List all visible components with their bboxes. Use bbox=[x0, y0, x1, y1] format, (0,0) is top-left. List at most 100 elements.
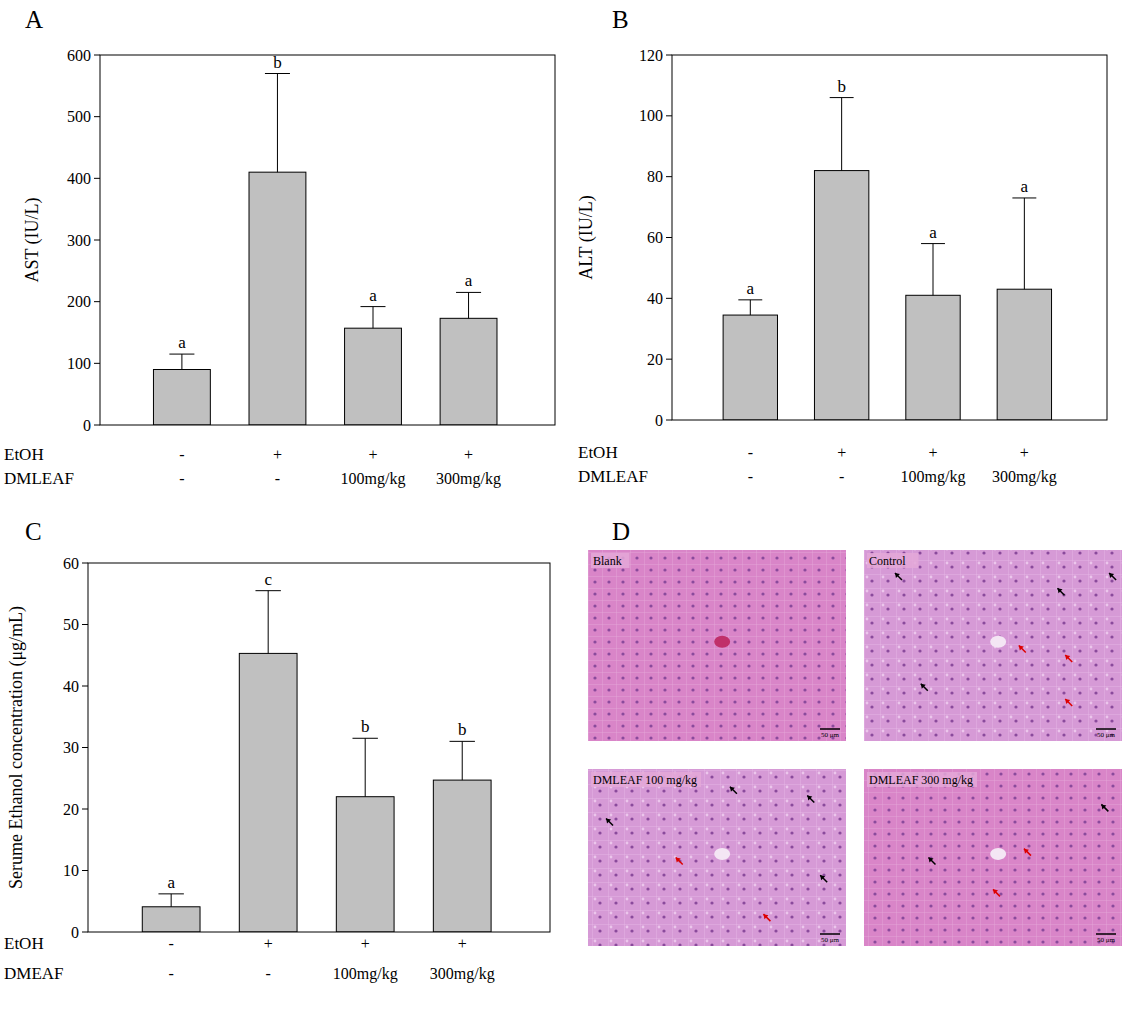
error-line bbox=[462, 741, 463, 780]
error-line bbox=[1024, 198, 1025, 289]
error-cap bbox=[265, 73, 290, 74]
error-bar bbox=[456, 292, 481, 318]
marks bbox=[153, 74, 497, 426]
arrow-head bbox=[1058, 588, 1063, 593]
bar bbox=[336, 797, 394, 932]
arrow-head bbox=[1109, 573, 1114, 578]
image-label: Control bbox=[869, 554, 906, 568]
arrow-shaft bbox=[1065, 655, 1072, 662]
y-tick-label: 40 bbox=[63, 678, 79, 695]
frame bbox=[672, 55, 1107, 420]
error-cap bbox=[738, 299, 762, 300]
error-cap bbox=[255, 590, 280, 591]
arrow-shaft bbox=[606, 819, 613, 826]
error-cap bbox=[169, 354, 194, 355]
y-tick-label: 0 bbox=[655, 412, 663, 429]
arrow-shaft bbox=[763, 914, 770, 921]
significance-letter: c bbox=[264, 570, 272, 589]
error-bar bbox=[738, 300, 762, 315]
bar bbox=[723, 315, 777, 420]
category-label: - bbox=[168, 935, 173, 952]
bar bbox=[153, 370, 210, 426]
arrow-head bbox=[606, 819, 611, 824]
tissue bbox=[864, 769, 1122, 946]
y-tick bbox=[82, 624, 88, 625]
significance-letter: a bbox=[747, 279, 755, 298]
category-label: - bbox=[266, 965, 271, 982]
y-tick bbox=[94, 240, 100, 241]
error-cap bbox=[921, 243, 945, 244]
scale-bar-label: 50 μm bbox=[1097, 936, 1116, 944]
category-label: 100mg/kg bbox=[341, 470, 406, 488]
bar bbox=[345, 328, 402, 425]
label-bg bbox=[591, 772, 701, 787]
y-tick bbox=[666, 420, 672, 421]
row-label: DMEAF bbox=[4, 964, 64, 983]
histology-image: DMLEAF 300 mg/kg 50 μm bbox=[864, 769, 1122, 946]
vessel bbox=[990, 636, 1006, 648]
y-tick bbox=[666, 359, 672, 360]
error-cap bbox=[450, 741, 475, 742]
arrow-shaft bbox=[1019, 646, 1026, 653]
error-line bbox=[373, 307, 374, 329]
significance-letter: a bbox=[369, 286, 377, 305]
y-axis-title: ALT (IU/L) bbox=[576, 195, 597, 280]
image-label: Blank bbox=[593, 554, 622, 568]
frame bbox=[88, 563, 550, 932]
panel-letter: B bbox=[612, 6, 629, 33]
frame bbox=[100, 55, 555, 425]
scale-bar-label: 50 μm bbox=[821, 731, 840, 739]
vessel bbox=[714, 636, 730, 648]
arrow-head bbox=[730, 787, 735, 792]
bar bbox=[433, 780, 491, 932]
chart-panel: Babaa020406080100120ALT (IU/L)EtOH-+++DM… bbox=[576, 6, 1107, 486]
image-label: DMLEAF 300 mg/kg bbox=[869, 773, 973, 787]
category-label: 100mg/kg bbox=[333, 965, 398, 983]
category-label: 300mg/kg bbox=[430, 965, 495, 983]
y-tick bbox=[666, 298, 672, 299]
significance-letter: a bbox=[1021, 177, 1029, 196]
chart-panel: Aabaa0100200300400500600AST (IU/L)EtOH-+… bbox=[4, 6, 555, 488]
y-tick-label: 20 bbox=[647, 351, 663, 368]
category-label: + bbox=[458, 935, 467, 952]
error-line bbox=[933, 244, 934, 296]
y-tick bbox=[94, 425, 100, 426]
y-tick-label: 60 bbox=[63, 555, 79, 572]
y-tick-label: 10 bbox=[63, 862, 79, 879]
chart-panel: Cacbb0102030405060Serume Ethanol concent… bbox=[4, 518, 550, 983]
row-label: EtOH bbox=[4, 934, 44, 953]
y-tick bbox=[94, 178, 100, 179]
row-label: EtOH bbox=[578, 443, 618, 462]
significance-letter: b bbox=[458, 720, 467, 739]
y-tick bbox=[82, 563, 88, 564]
y-tick-label: 600 bbox=[67, 47, 91, 64]
panel-letter: D bbox=[612, 518, 630, 545]
scale-bar bbox=[1096, 933, 1116, 935]
arrow-shaft bbox=[1101, 804, 1108, 811]
arrow-shaft bbox=[921, 684, 928, 691]
scale-bar bbox=[1096, 728, 1116, 730]
y-tick-label: 500 bbox=[67, 108, 91, 125]
y-tick bbox=[94, 55, 100, 56]
y-tick bbox=[82, 809, 88, 810]
error-bar bbox=[921, 244, 945, 296]
significance-letter: b bbox=[361, 717, 370, 736]
error-line bbox=[181, 354, 182, 369]
category-label: - bbox=[748, 468, 753, 485]
category-label: + bbox=[928, 444, 937, 461]
panel-letter: C bbox=[25, 518, 42, 545]
error-bar bbox=[450, 741, 475, 780]
arrow-head bbox=[993, 889, 998, 894]
category-label: + bbox=[273, 446, 282, 463]
error-bar bbox=[352, 738, 377, 796]
vessel bbox=[990, 848, 1006, 860]
error-bar bbox=[255, 591, 280, 654]
histology-image: Control50 μm bbox=[864, 550, 1122, 741]
category-label: 300mg/kg bbox=[992, 468, 1057, 486]
significance-letter: a bbox=[929, 223, 937, 242]
error-bar bbox=[1012, 198, 1036, 289]
arrow-shaft bbox=[1109, 573, 1116, 580]
category-label: - bbox=[168, 965, 173, 982]
arrow-head bbox=[763, 914, 768, 919]
y-tick-label: 0 bbox=[71, 924, 79, 941]
